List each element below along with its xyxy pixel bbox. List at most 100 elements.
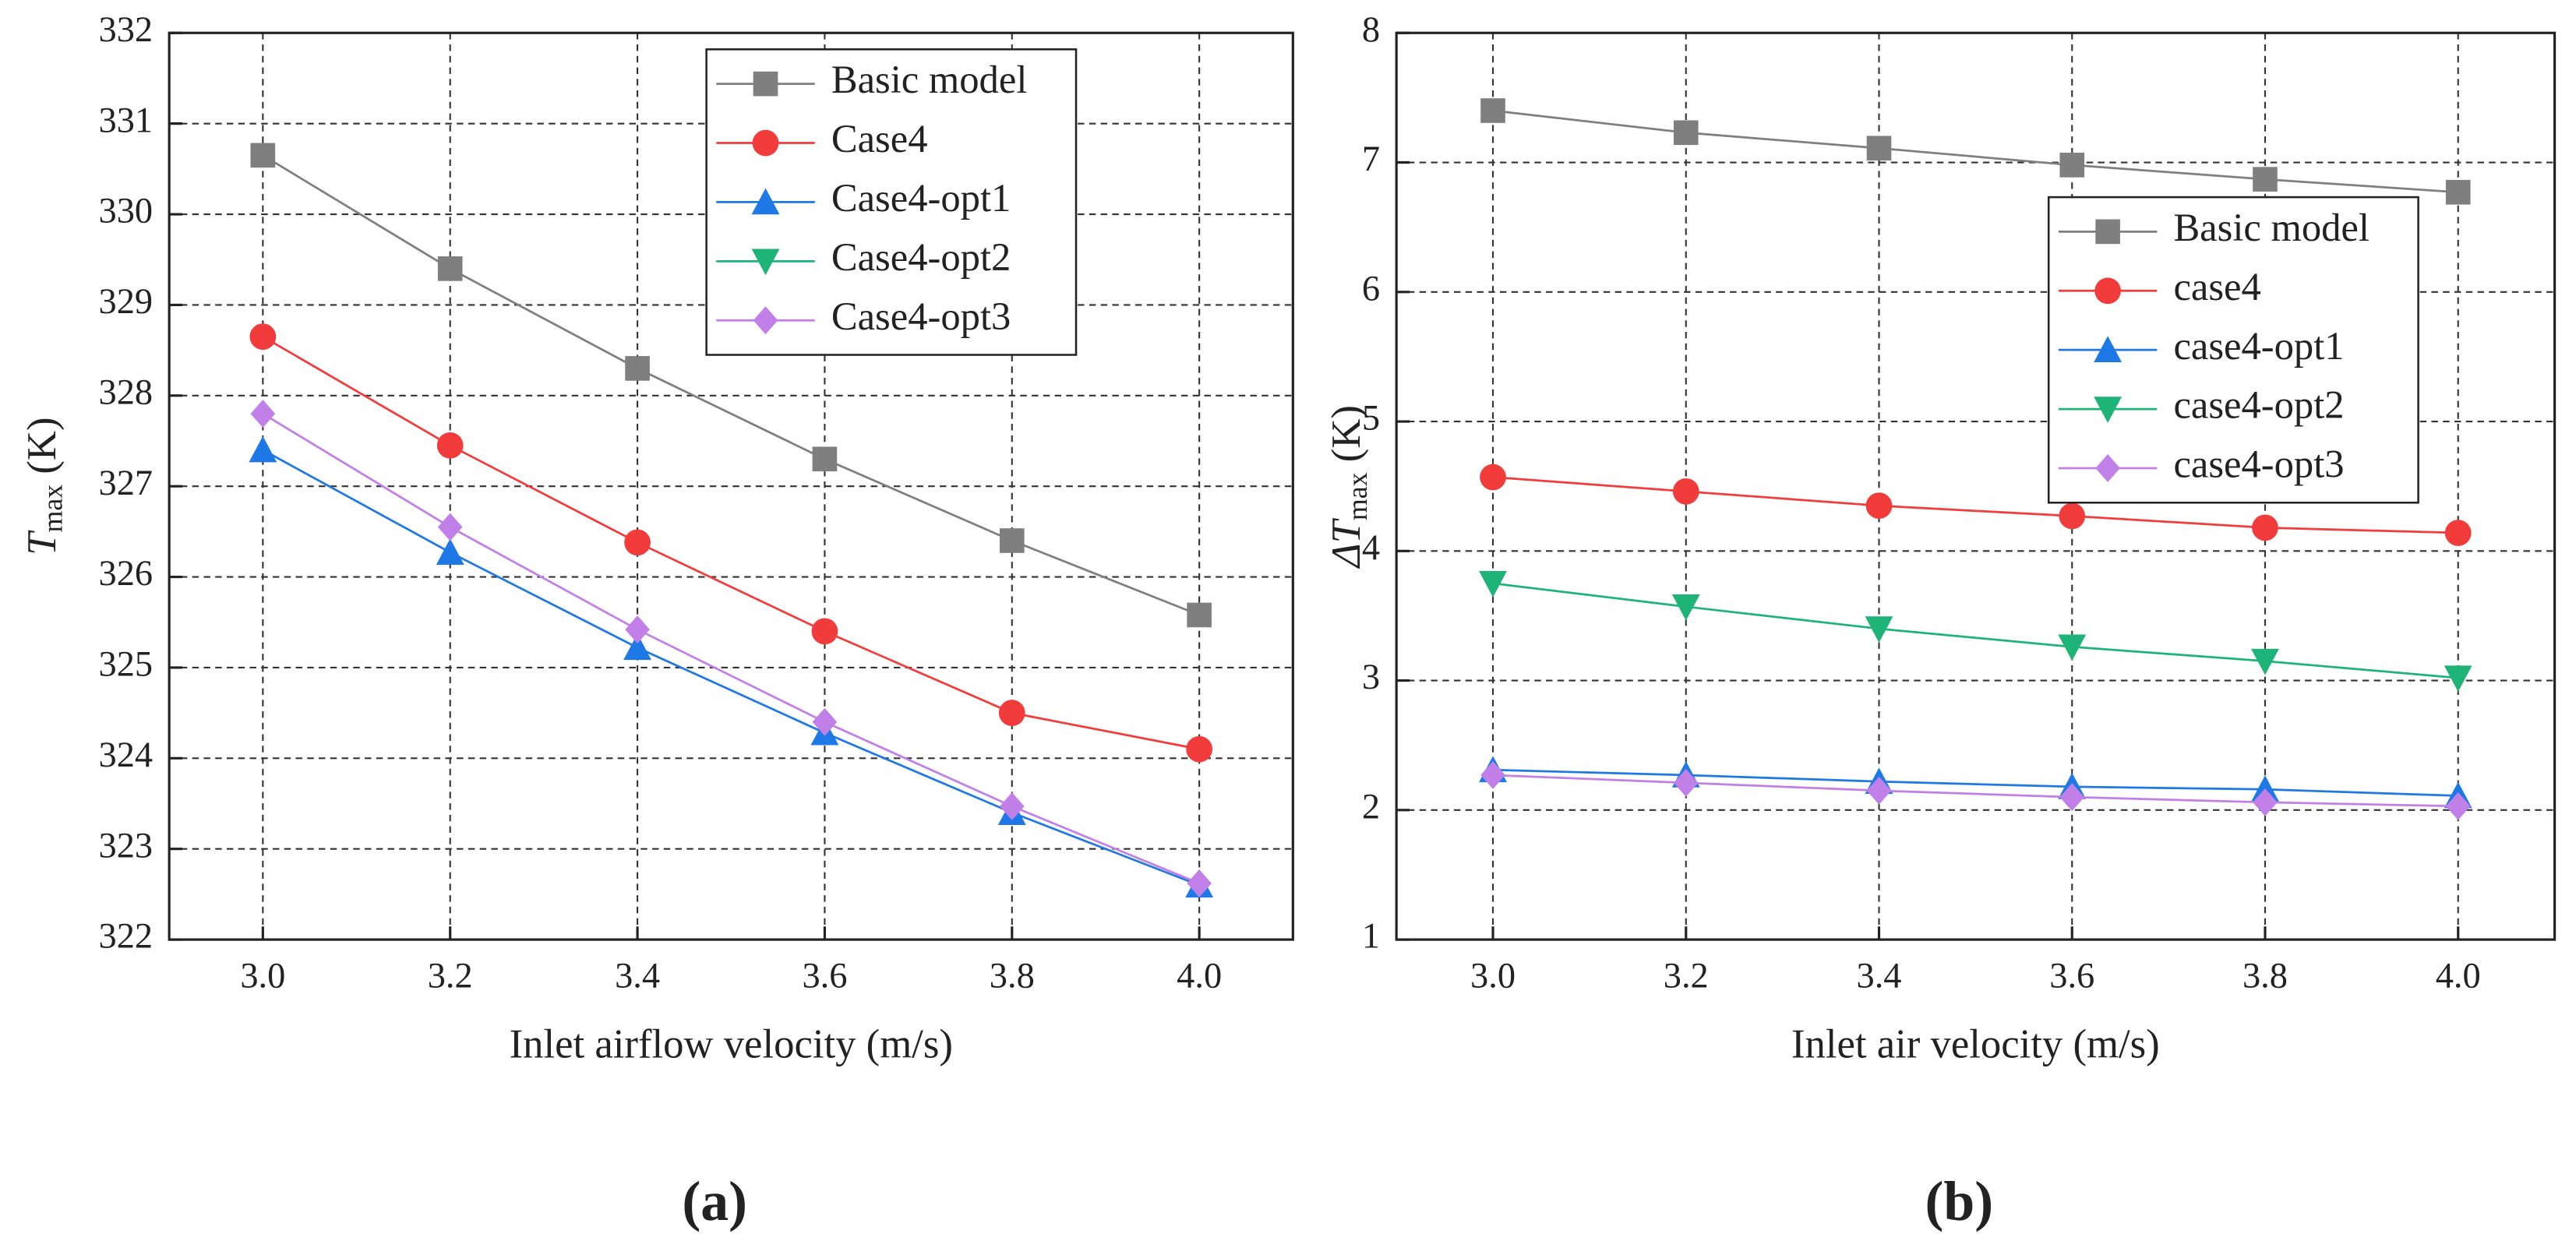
x-tick-label: 3.0 <box>1470 956 1516 996</box>
marker <box>2253 788 2278 816</box>
marker <box>2253 167 2278 192</box>
y-tick-label: 332 <box>99 10 154 50</box>
marker <box>811 618 838 645</box>
legend-label: Case4 <box>831 117 928 160</box>
marker <box>812 446 838 472</box>
marker <box>1187 602 1212 628</box>
marker <box>1866 136 1892 161</box>
marker <box>1480 98 1505 123</box>
y-tick-label: 328 <box>99 372 154 412</box>
marker <box>1480 464 1506 491</box>
marker <box>1672 478 1699 505</box>
marker <box>998 700 1025 727</box>
marker <box>2445 179 2471 205</box>
y-label-subscript: max <box>1342 472 1373 520</box>
y-tick-label: 1 <box>1362 917 1380 957</box>
marker <box>250 143 276 168</box>
x-tick-label: 3.2 <box>428 956 473 996</box>
y-tick-label: 331 <box>99 100 154 140</box>
panel-label: (a) <box>682 1170 747 1232</box>
x-tick-label: 3.2 <box>1664 956 1709 996</box>
panel-label: (b) <box>1925 1170 1993 1232</box>
marker <box>2095 219 2120 245</box>
marker <box>812 707 838 736</box>
y-tick-label: 7 <box>1362 139 1380 179</box>
marker <box>2094 336 2123 362</box>
marker <box>751 188 780 215</box>
y-axis-label: Tmax (K) <box>19 418 69 555</box>
y-axis-label: ΔTmax (K) <box>1324 405 1373 569</box>
x-axis-label: Inlet airflow velocity (m/s) <box>510 1021 953 1066</box>
marker <box>623 633 651 661</box>
series-line <box>1492 768 2458 797</box>
legend-label: Case4-opt3 <box>831 294 1011 338</box>
y-tick-label: 3 <box>1362 657 1380 697</box>
series-line <box>262 412 1200 885</box>
marker <box>1865 616 1893 643</box>
marker <box>624 529 651 556</box>
marker <box>2094 397 2123 424</box>
marker <box>1480 761 1505 789</box>
y-label-symbol: T <box>19 530 65 555</box>
marker <box>999 792 1025 820</box>
y-label-unit: (K) <box>19 418 65 485</box>
marker <box>2058 634 2087 661</box>
y-label-unit: (K) <box>1324 405 1369 472</box>
marker <box>2252 514 2278 541</box>
marker <box>1671 594 1700 621</box>
plot-frame <box>1395 31 2557 941</box>
marker <box>2444 520 2472 546</box>
marker <box>1186 735 1213 763</box>
y-tick-label: 324 <box>99 735 154 775</box>
y-tick-label: 329 <box>99 282 154 322</box>
marker <box>1866 776 1892 805</box>
marker <box>436 432 464 459</box>
legend-label: Case4-opt1 <box>831 176 1011 220</box>
series-line <box>1492 109 2458 194</box>
y-tick-label: 327 <box>99 464 154 503</box>
marker <box>2251 648 2279 675</box>
marker <box>999 528 1025 553</box>
marker <box>436 538 464 565</box>
legend-label: Case4-opt2 <box>831 235 1011 279</box>
series-line <box>262 154 1200 616</box>
x-tick-label: 3.6 <box>802 956 847 996</box>
marker <box>751 249 780 276</box>
marker <box>437 513 463 541</box>
marker <box>2444 665 2472 693</box>
marker <box>2095 454 2120 482</box>
y-tick-label: 322 <box>99 917 154 957</box>
marker <box>1673 768 1699 797</box>
x-tick-label: 3.4 <box>615 956 660 996</box>
legend-label: Basic model <box>831 58 1028 101</box>
legend-label: case4-opt3 <box>2173 442 2344 486</box>
marker <box>1865 492 1893 519</box>
x-tick-label: 4.0 <box>2436 956 2481 996</box>
x-tick-label: 3.6 <box>2049 956 2094 996</box>
y-tick-label: 330 <box>99 192 154 231</box>
legend-label: case4 <box>2173 265 2260 308</box>
marker <box>2059 502 2086 530</box>
y-label-symbol: ΔT <box>1324 517 1369 569</box>
x-tick-label: 3.0 <box>240 956 285 996</box>
legend-label: case4-opt2 <box>2173 383 2344 427</box>
y-tick-label: 4 <box>1362 528 1380 568</box>
marker <box>625 615 650 643</box>
series-line <box>262 449 1200 887</box>
marker <box>250 400 276 428</box>
marker <box>1673 120 1699 146</box>
marker <box>625 356 650 381</box>
legend-label: Basic model <box>2173 206 2370 249</box>
marker <box>437 256 463 281</box>
plot-frame <box>168 31 1294 941</box>
marker <box>249 435 277 463</box>
x-tick-label: 4.0 <box>1177 956 1222 996</box>
marker <box>1479 571 1507 598</box>
series-line <box>1492 774 2458 808</box>
marker <box>2059 153 2085 178</box>
y-tick-label: 325 <box>99 645 154 685</box>
series-line <box>262 335 1200 751</box>
y-tick-label: 323 <box>99 826 154 865</box>
marker <box>753 71 778 97</box>
